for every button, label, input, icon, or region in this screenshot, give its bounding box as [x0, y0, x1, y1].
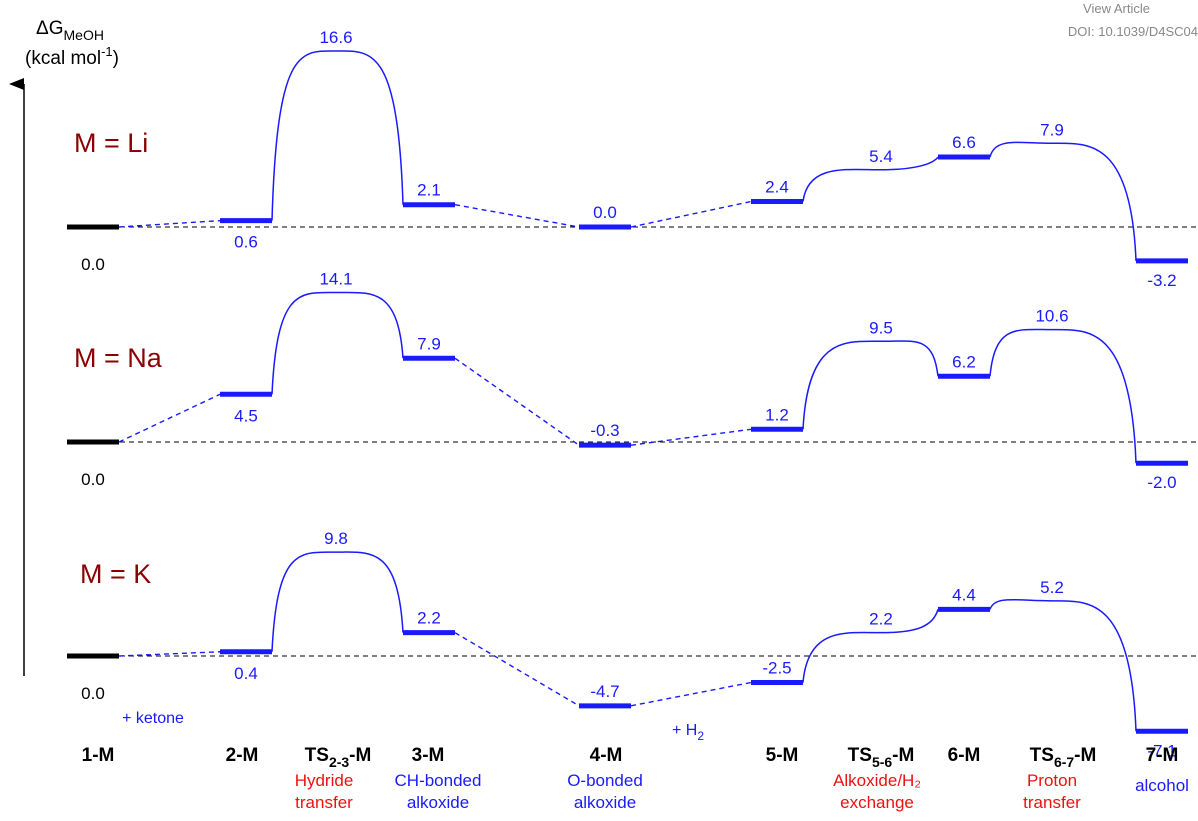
doi-text: DOI: 10.1039/D4SC04 — [1068, 24, 1198, 39]
energy-value-label: 5.2 — [1040, 578, 1064, 597]
ts-curve — [802, 156, 939, 202]
energy-value-label: -7.1 — [1147, 741, 1176, 760]
energy-value-label: 5.4 — [869, 147, 893, 166]
ts-curve — [271, 50, 404, 221]
dashed-connector — [118, 651, 221, 657]
reagent-labels: + ketone + H2 — [122, 710, 704, 743]
stage-label: 5-M — [766, 745, 799, 766]
stage-label: 1-M — [82, 745, 115, 766]
y-axis-units-close: ) — [113, 48, 119, 69]
stage-description: CH-bonded alkoxide — [395, 771, 482, 812]
energy-value-label: -4.7 — [590, 682, 619, 701]
energy-value-label: -2.0 — [1147, 473, 1176, 492]
energy-value-label: 9.5 — [869, 318, 893, 337]
y-axis-units: (kcal mol-1) — [25, 44, 119, 69]
dashed-connector — [454, 357, 580, 446]
dashed-connector — [454, 632, 580, 707]
energy-value-label: 7.9 — [417, 334, 441, 353]
stage-label: 6-M — [948, 745, 981, 766]
energy-value-label: 0.0 — [81, 684, 105, 703]
panel-3: M = K 0.0 0.4 2.2 -4.7 -2.5 4.4 -7.1 9.8 2.2 5.2 — [67, 529, 1198, 760]
dashed-connector — [630, 200, 752, 228]
energy-value-label: 0.4 — [234, 664, 258, 683]
energy-value-label: 1.2 — [765, 405, 789, 424]
stage-description: Hydride transfer — [295, 771, 354, 812]
y-axis-subscript: MeOH — [64, 27, 104, 43]
ts-curve — [989, 141, 1137, 261]
stage-labels: 1-M 2-M TS2-3-M 3-M 4-M 5-M TS5-6-M 6-M TS6-7-M 7… — [82, 745, 1179, 770]
stage-description: alcohol — [1135, 776, 1189, 795]
energy-value-label: 9.8 — [324, 529, 348, 548]
ts-curve — [802, 609, 939, 683]
energy-value-label: 2.2 — [417, 609, 441, 628]
dashed-connector — [118, 393, 221, 443]
panel-2: M = Na 0.0 4.5 7.9 -0.3 1.2 6.2 -2.0 14.1 9.5 10.6 — [67, 270, 1198, 492]
energy-value-label: 0.0 — [81, 470, 105, 489]
energy-value-label: 2.4 — [765, 178, 789, 197]
stage-label: TS6-7-M — [1030, 745, 1097, 770]
stage-description: Proton transfer — [1023, 771, 1081, 812]
y-axis-title: ΔGMeOH — [36, 18, 104, 43]
stage-label: 4-M — [590, 745, 623, 766]
stage-label: 7-M — [1146, 745, 1179, 766]
y-axis-units-main: (kcal mol — [25, 48, 101, 69]
ts-curve — [271, 291, 404, 395]
stage-label: TS5-6-M — [848, 745, 915, 770]
energy-value-label: 0.0 — [593, 203, 617, 222]
energy-value-label: 0.6 — [234, 233, 258, 252]
stage-label: TS2-3-M — [305, 745, 372, 770]
energy-value-label: -0.3 — [590, 421, 619, 440]
ts-curve — [271, 551, 404, 652]
series-label: M = Na — [74, 343, 163, 373]
ts-curve — [989, 598, 1137, 732]
panels-group: M = Li0.00.62.10.02.46.6-3.216.65.47.9M … — [67, 28, 1198, 760]
stage-description: O-bonded alkoxide — [567, 771, 643, 812]
reagent-ketone: + ketone — [122, 710, 184, 727]
energy-value-label: 4.5 — [234, 406, 258, 425]
dashed-connector — [118, 219, 221, 228]
ts-curve — [802, 340, 939, 430]
energy-value-label: 7.9 — [1040, 120, 1064, 139]
energy-value-label: -3.2 — [1147, 271, 1176, 290]
y-axis-delta-g: ΔG — [36, 18, 63, 39]
y-axis-units-sup: -1 — [101, 44, 113, 59]
energy-value-label: 6.2 — [952, 352, 976, 371]
reagent-h2: + H2 — [672, 722, 704, 743]
ts-curve — [989, 328, 1137, 464]
energy-value-label: 14.1 — [319, 270, 352, 289]
view-article-link[interactable]: View Article — [1083, 1, 1150, 16]
energy-value-label: 2.1 — [417, 181, 441, 200]
stage-description: Alkoxide/H₂ exchange — [833, 771, 921, 812]
stage-descriptions: Hydride transfer CH-bonded alkoxide O-bonded… — [295, 771, 1189, 812]
energy-value-label: 6.6 — [952, 133, 976, 152]
series-label: M = Li — [74, 128, 148, 158]
series-label: M = K — [80, 559, 151, 589]
dashed-connector — [454, 204, 580, 228]
energy-value-label: 10.6 — [1035, 307, 1068, 326]
dashed-connector — [630, 428, 752, 446]
stage-label: 2-M — [226, 745, 259, 766]
energy-value-label: -2.5 — [762, 659, 791, 678]
energy-value-label: 2.2 — [869, 610, 893, 629]
panel-1: M = Li 0.0 0.6 2.1 0.0 2.4 6.6 -3.2 16.6 5.4 7.9 — [67, 28, 1198, 290]
energy-value-label: 0.0 — [81, 255, 105, 274]
dashed-connector — [630, 681, 752, 707]
stage-label: 3-M — [412, 745, 445, 766]
energy-value-label: 4.4 — [952, 585, 976, 604]
energy-value-label: 16.6 — [319, 28, 352, 47]
